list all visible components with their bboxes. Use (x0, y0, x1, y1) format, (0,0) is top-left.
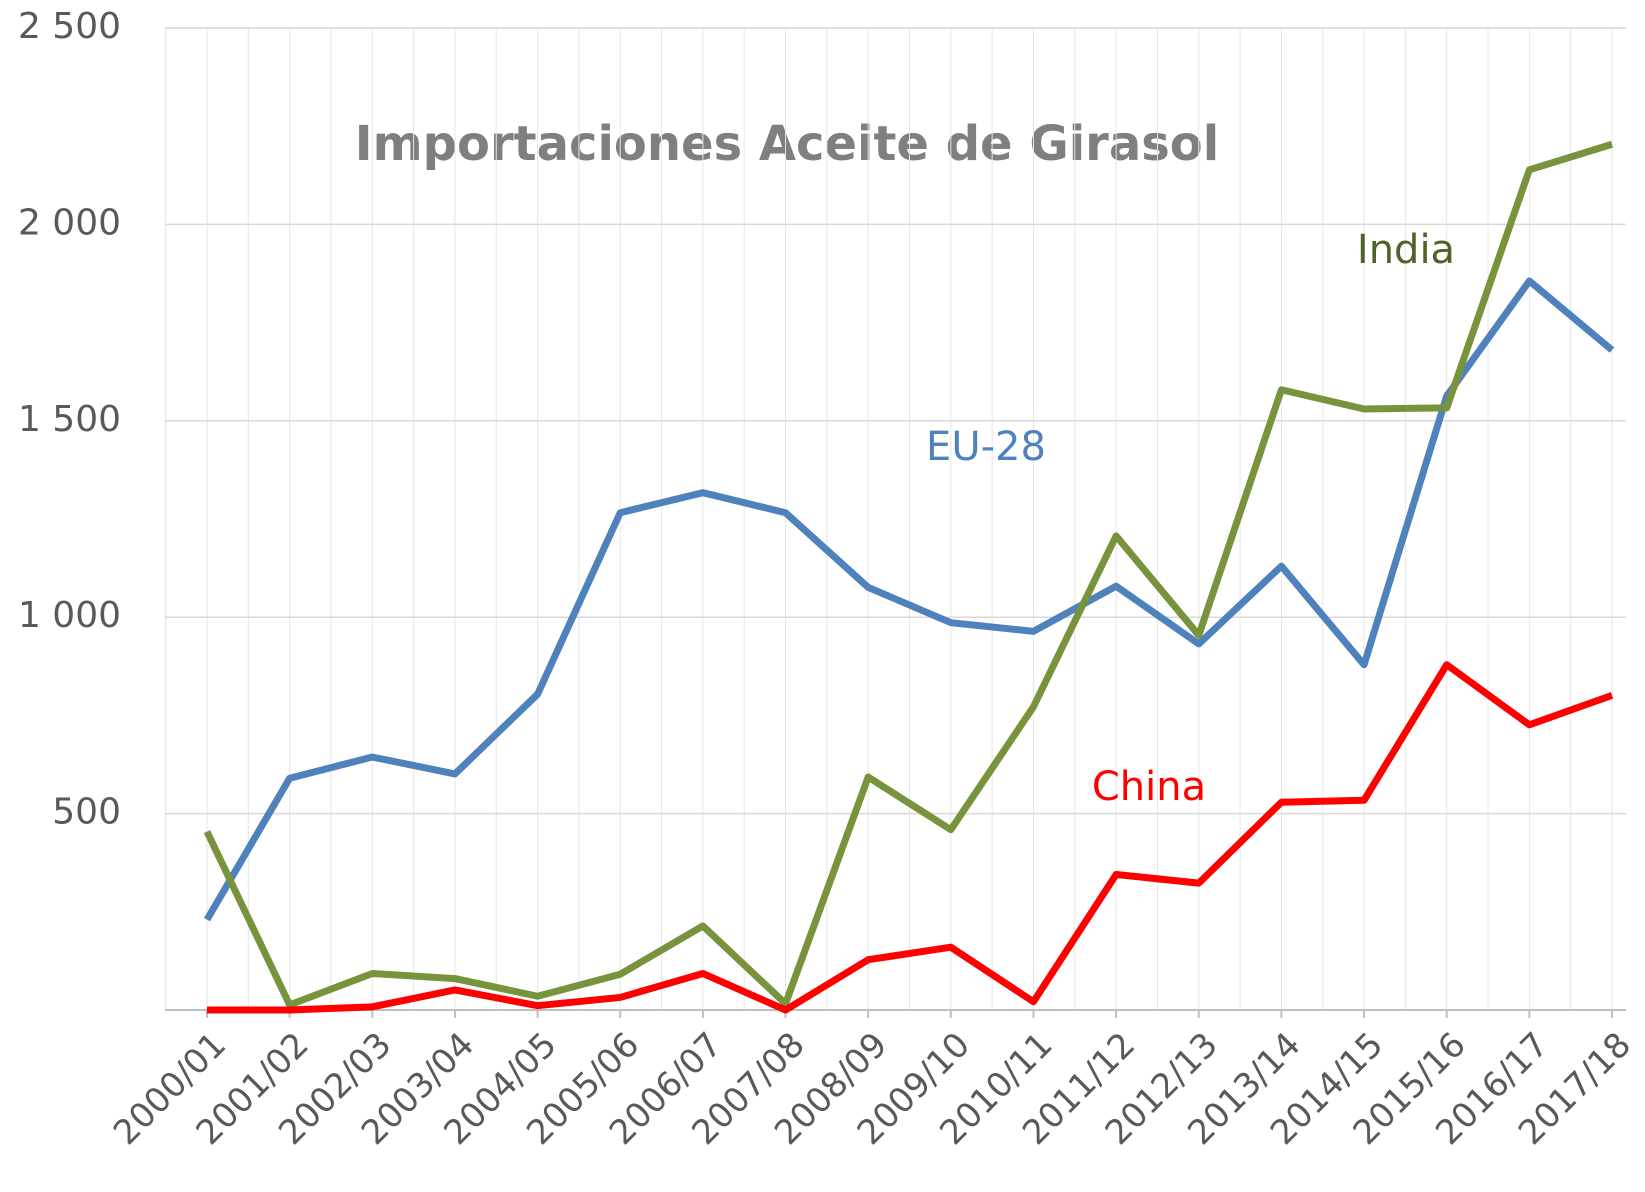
series-label: EU-28 (926, 424, 1046, 470)
chart-title: Importaciones Aceite de Girasol (355, 116, 1219, 172)
y-tick-label: 2 000 (18, 202, 121, 243)
y-tick-label: 2 500 (18, 6, 121, 47)
y-tick-label: 1 000 (18, 595, 121, 636)
y-tick-label: 500 (52, 792, 121, 833)
line-series (203, 140, 1614, 1009)
series-label: India (1357, 227, 1455, 273)
line-series (207, 661, 1614, 1014)
series-label: China (1092, 764, 1206, 810)
y-tick-label: 1 500 (18, 399, 121, 440)
line-series (203, 277, 1615, 922)
